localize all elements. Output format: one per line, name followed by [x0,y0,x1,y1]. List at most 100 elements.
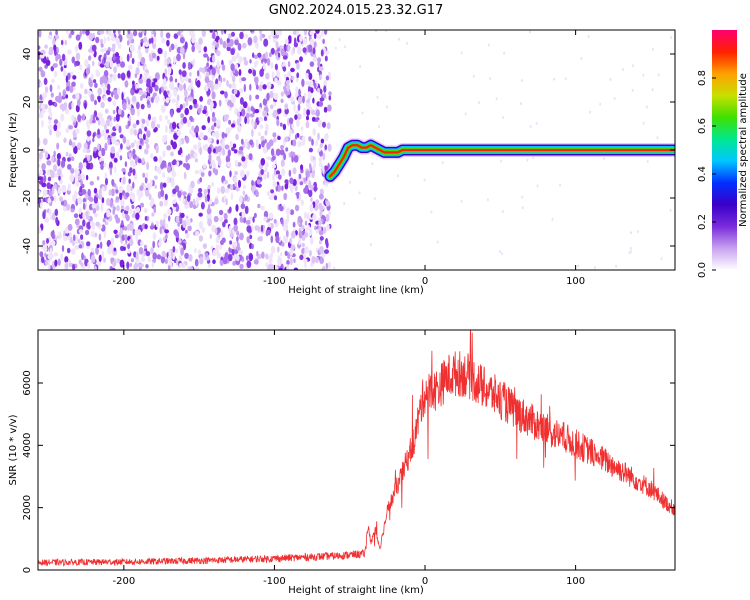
noise-cell [319,88,323,95]
noise-cell [289,209,295,216]
noise-cell [190,88,194,97]
noise-cell [40,244,45,249]
noise-cell [111,132,117,137]
noise-cell [53,164,58,172]
noise-cell [127,243,131,250]
noise-cell [214,198,219,205]
noise-cell [192,98,198,105]
noise-cell [153,156,158,162]
noise-cell [159,87,162,95]
noise-cell [296,113,302,120]
noise-cell [74,218,80,226]
noise-cell [221,141,226,149]
noise-cell [304,220,308,226]
spectrogram-signal-ridge [323,138,675,184]
noise-cell [150,37,154,44]
noise-cell [312,47,316,55]
noise-cell [126,102,132,110]
noise-cell [136,83,140,89]
noise-cell [134,229,138,236]
noise-cell [173,88,178,97]
noise-cell [499,250,501,253]
noise-cell [65,108,69,115]
noise-cell [57,158,61,167]
noise-cell [207,184,211,190]
noise-cell [48,99,53,106]
noise-cell [144,148,149,155]
noise-cell [237,43,242,51]
noise-cell [265,162,269,168]
noise-cell [319,193,324,200]
noise-cell [176,130,182,137]
noise-cell [277,47,280,52]
noise-cell [228,253,233,262]
noise-cell [320,138,325,144]
noise-cell [133,139,137,144]
noise-cell [273,195,278,201]
noise-cell [145,264,149,269]
noise-cell [192,204,197,210]
noise-cell [119,155,123,161]
noise-cell [57,258,61,266]
noise-cell [143,244,147,249]
noise-cell [180,113,185,119]
noise-cell [52,229,55,237]
noise-cell [182,103,186,109]
noise-cell [45,238,50,244]
noise-cell [228,119,232,125]
noise-cell [231,146,235,152]
noise-cell [77,114,82,123]
noise-cell [378,125,380,128]
noise-cell [159,226,162,235]
noise-cell [198,235,204,242]
noise-cell [109,244,114,250]
noise-cell [113,116,116,122]
noise-cell [68,102,72,110]
noise-cell [312,97,315,104]
noise-cell [319,143,323,149]
noise-cell [222,256,228,265]
noise-cell [164,58,168,67]
noise-cell [108,76,113,84]
noise-cell [173,33,179,39]
noise-cell [67,163,72,170]
noise-cell [179,262,183,268]
noise-cell [254,225,259,231]
noise-cell [60,39,64,46]
noise-cell [144,41,149,47]
noise-cell [319,236,324,241]
noise-cell [126,40,130,46]
noise-cell [124,80,129,88]
noise-cell [229,170,232,178]
noise-cell [215,130,220,140]
noise-cell [97,143,100,151]
noise-cell [300,199,304,206]
noise-cell [242,190,246,196]
noise-cell [303,252,307,260]
noise-cell [324,55,328,62]
noise-cell [135,67,140,76]
noise-cell [280,91,285,97]
noise-cell [262,84,267,90]
x-tick-label: 100 [566,576,585,587]
noise-cell [115,52,119,58]
noise-cell [61,53,66,62]
noise-cell [169,75,173,83]
noise-cell [65,151,69,157]
noise-cell [198,188,203,193]
noise-cell [325,214,330,221]
noise-cell [144,176,148,184]
noise-cell [253,259,259,265]
noise-cell [167,208,172,215]
noise-cell [175,248,179,254]
noise-cell [89,181,95,186]
noise-cell [283,192,288,201]
noise-cell [240,203,246,210]
noise-cell [78,229,84,234]
noise-cell [167,165,171,173]
noise-cell [187,153,190,161]
noise-cell [276,71,281,78]
noise-cell [167,254,172,263]
noise-cell [50,78,56,84]
